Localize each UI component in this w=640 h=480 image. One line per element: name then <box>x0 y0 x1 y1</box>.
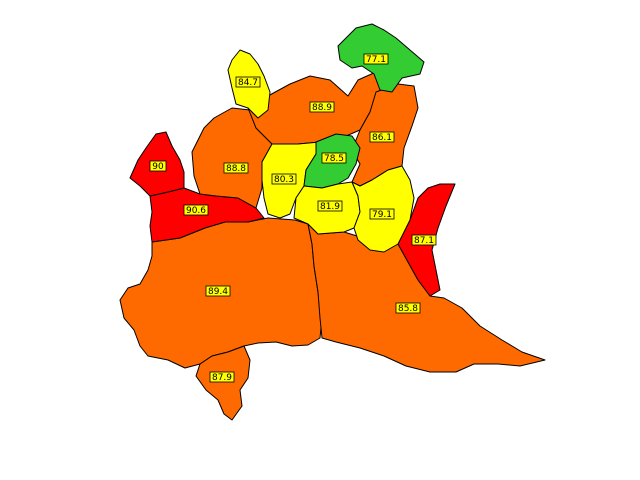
value-label: 90.6 <box>186 206 206 216</box>
label-west-middle: 90.6 <box>183 204 209 216</box>
value-label: 78.5 <box>324 154 344 164</box>
value-label: 77.1 <box>366 55 386 65</box>
value-label: 88.8 <box>226 164 246 174</box>
value-label: 79.1 <box>372 210 392 220</box>
value-label: 90 <box>152 162 164 172</box>
label-west-central: 88.8 <box>223 162 249 174</box>
label-south-west-large: 89.4 <box>205 285 231 297</box>
label-north-east-tip: 77.1 <box>363 53 389 65</box>
value-label: 81.9 <box>320 202 340 212</box>
label-east-upper: 86.1 <box>369 131 395 143</box>
label-center: 81.9 <box>317 200 343 212</box>
label-south-tip: 87.9 <box>209 371 235 383</box>
label-north-west-strip: 84.7 <box>235 76 261 88</box>
value-label: 85.8 <box>398 304 418 314</box>
value-label: 80.3 <box>274 175 294 185</box>
value-label: 87.9 <box>212 373 232 383</box>
value-label: 89.4 <box>208 287 228 297</box>
region-south-tip[interactable] <box>195 345 251 421</box>
label-center-east: 79.1 <box>369 208 395 220</box>
label-center-west: 80.3 <box>271 173 297 185</box>
label-north-central: 88.9 <box>309 101 335 113</box>
label-far-west: 90 <box>149 160 167 172</box>
value-label: 84.7 <box>238 78 258 88</box>
value-label: 87.1 <box>414 236 434 246</box>
label-east-narrow: 87.1 <box>411 234 437 246</box>
value-label: 86.1 <box>372 133 392 143</box>
value-label: 88.9 <box>312 103 332 113</box>
label-center-north: 78.5 <box>321 152 347 164</box>
label-south-east-large: 85.8 <box>395 302 421 314</box>
